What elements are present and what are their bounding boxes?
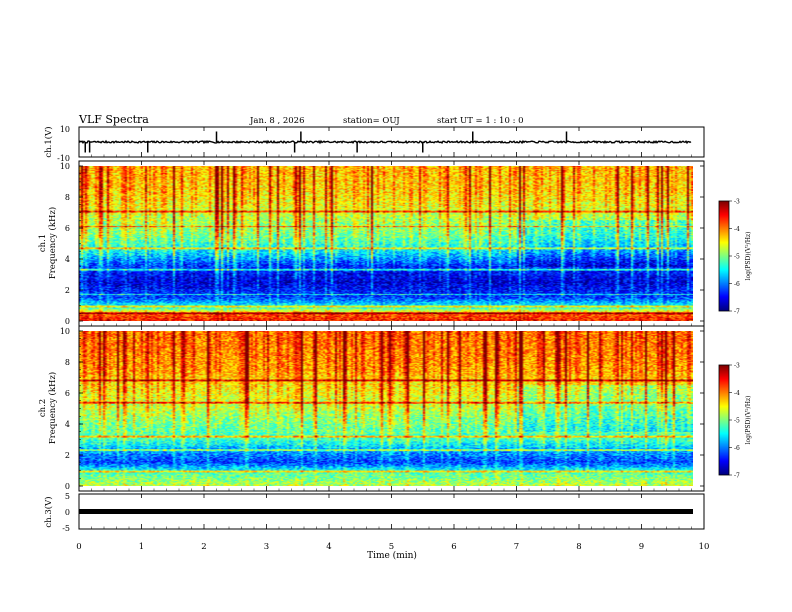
ch1-colorbar-gradient (719, 201, 729, 311)
ch2-colorbar-tick-label: -5 (734, 418, 740, 425)
time-tick-label: 9 (639, 542, 644, 552)
ch2-colorbar-ticks: -3 -4 -5 -6 -7 (729, 363, 740, 480)
ch1-spectrogram-yticks: 0 2 4 6 8 10 (60, 162, 704, 326)
time-tick-label: 6 (451, 542, 456, 552)
ch2-colorbar-tick-label: -4 (734, 390, 740, 397)
ch1-ytick-bottom: -10 (57, 154, 70, 163)
ch1-colorbar-ticks: -3 -4 -5 -6 -7 (729, 199, 740, 316)
ch3-ytick-top: 5 (65, 492, 70, 501)
ch2-colorbar-label: log(PSD)(V²/Hz) (745, 396, 752, 445)
time-tick-label: 2 (201, 542, 206, 552)
ch1-spectrogram-ytick-tick-label: 2 (65, 286, 70, 295)
time-axis-ticks: 0 1 2 3 4 5 6 7 8 9 10 (76, 127, 709, 552)
time-tick-label: 5 (389, 542, 394, 552)
ch1-spectrogram-ytick-tick-label: 10 (60, 162, 70, 171)
ch1-spectrogram-ytick-tick-label: 6 (65, 224, 70, 233)
ch1-spectrogram-ytick-tick-label: 4 (65, 255, 70, 264)
ch2-spectrogram-ytick-tick-label: 0 (65, 482, 70, 491)
ch2-spectrogram-ytick-tick-label: 6 (65, 389, 70, 398)
ch1-spectrogram-image (79, 166, 693, 321)
figure-title: VLF Spectra (78, 113, 149, 126)
ch1-waveform-panel: 10 -10 ch.1(V) (43, 125, 705, 163)
ch3-waveform-ylabel: ch.3(V) (43, 496, 54, 527)
ch1-ytick-top: 10 (60, 125, 70, 134)
time-tick-label: 3 (264, 542, 269, 552)
ch1-waveform-trace (78, 131, 692, 153)
time-tick-label: 7 (514, 542, 519, 552)
ch1-spectrogram-channel-label: ch.1 (38, 234, 48, 252)
ch2-spectrogram-yticks: 0 2 4 6 8 10 (60, 327, 704, 491)
ch1-spectrogram-ylabel: Frequency (kHz) (47, 207, 58, 279)
ch1-waveform-line (78, 139, 692, 145)
time-tick-label: 10 (699, 542, 710, 552)
time-tick-label: 8 (576, 542, 581, 552)
ch2-colorbar-gradient (719, 365, 729, 475)
station-label: station= OUJ (343, 116, 400, 126)
ch1-colorbar-tick-label: -7 (734, 309, 740, 316)
ch2-colorbar-tick-label: -3 (734, 363, 740, 370)
ch3-waveform-panel: 5 0 -5 ch.3(V) (43, 492, 705, 533)
start-time-label: start UT = 1 : 10 : 0 (437, 116, 524, 126)
ch1-colorbar-tick-label: -6 (734, 281, 740, 288)
ch1-colorbar-tick-label: -3 (734, 199, 740, 206)
ch2-colorbar-tick-label: -6 (734, 445, 740, 452)
ch1-colorbar-label: log(PSD)(V²/Hz) (745, 232, 752, 281)
ch2-spectrogram-ytick-tick-label: 10 (60, 327, 70, 336)
ch2-spectrogram-channel-label: ch.2 (38, 399, 48, 417)
ch2-spectrogram-ylabel: Frequency (kHz) (47, 372, 58, 444)
ch2-spectrogram-ytick-tick-label: 2 (65, 451, 70, 460)
time-tick-label: 0 (76, 542, 81, 552)
ch3-waveform-trace (79, 509, 693, 514)
ch1-spectrogram-ytick-tick-label: 8 (65, 193, 70, 202)
ch1-colorbar-tick-label: -5 (734, 254, 740, 261)
time-tick-label: 1 (139, 542, 144, 552)
date-label: Jan. 8 , 2026 (249, 116, 305, 126)
ch1-waveform-ylabel: ch.1(V) (43, 126, 54, 157)
ch3-ytick-bottom: -5 (62, 524, 70, 533)
ch2-spectrogram-ytick-tick-label: 4 (65, 420, 70, 429)
time-axis-label: Time (min) (367, 550, 417, 561)
time-tick-label: 4 (326, 542, 331, 552)
ch1-spectrogram-ytick-tick-label: 0 (65, 317, 70, 326)
ch1-colorbar-tick-label: -4 (734, 226, 740, 233)
ch3-ytick-middle: 0 (65, 508, 70, 517)
ch2-spectrogram-image (79, 331, 693, 486)
ch2-colorbar-tick-label: -7 (734, 473, 740, 480)
ch2-spectrogram-ytick-tick-label: 8 (65, 358, 70, 367)
